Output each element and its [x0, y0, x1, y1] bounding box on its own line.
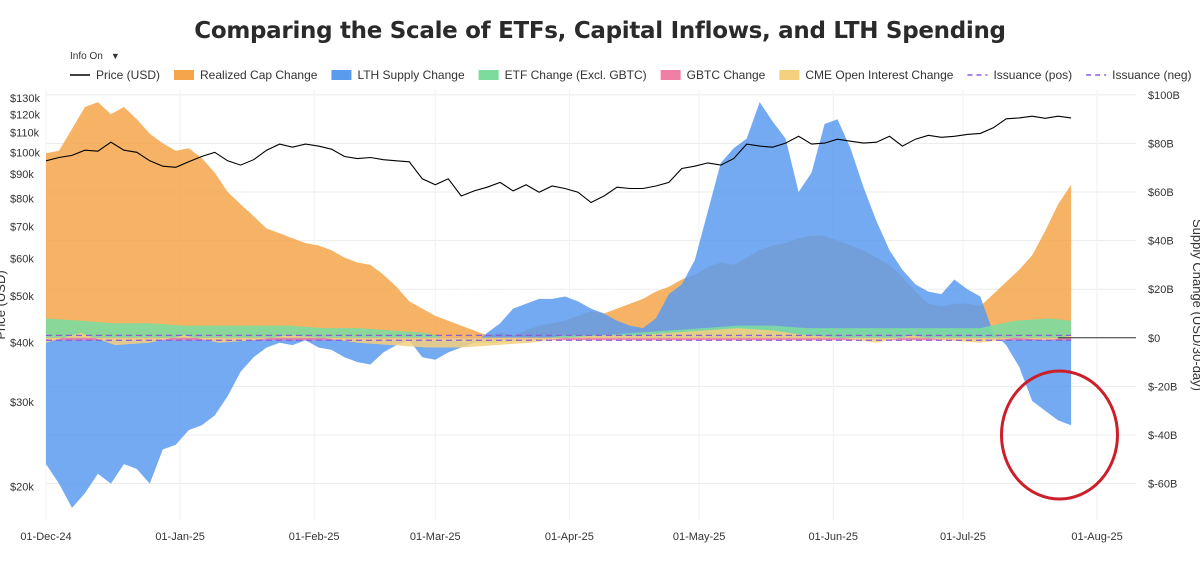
left-tick-label: $100k: [10, 147, 40, 159]
right-tick-label: $100B: [1148, 90, 1180, 102]
x-tick-label: 01-Apr-25: [545, 531, 594, 543]
legend-item-price-usd[interactable]: Price (USD): [70, 68, 160, 82]
legend-label: Price (USD): [96, 68, 160, 82]
x-tick-label: 01-Aug-25: [1071, 531, 1122, 543]
left-tick-label: $130k: [10, 93, 40, 105]
series-area-gbtc-change: [46, 337, 1072, 341]
legend-label: CME Open Interest Change: [805, 68, 953, 82]
x-axis: 01-Dec-24 01-Jan-25 01-Feb-25 01-Mar-25 01-A…: [20, 531, 1122, 543]
left-tick-label: $70k: [10, 221, 34, 233]
left-tick-label: $20k: [10, 481, 34, 493]
legend-label: Issuance (pos): [993, 68, 1072, 82]
legend-item-cme-open-interest-change[interactable]: CME Open Interest Change: [779, 68, 954, 82]
left-tick-label: $60k: [10, 253, 34, 265]
x-tick-label: 01-Dec-24: [20, 531, 71, 543]
right-tick-label: $80B: [1148, 138, 1174, 150]
legend-item-realized-cap-change[interactable]: Realized Cap Change: [174, 68, 318, 82]
right-tick-label: $20B: [1148, 284, 1174, 296]
left-tick-label: $90k: [10, 169, 34, 181]
legend-label: Issuance (neg): [1112, 68, 1191, 82]
right-tick-label: $60B: [1148, 187, 1174, 199]
right-tick-label: $40B: [1148, 236, 1174, 248]
left-tick-label: $50k: [10, 291, 34, 303]
left-tick-label: $120k: [10, 109, 40, 121]
left-axis: $130k $120k $110k $100k $90k $80k $70k $60k $50k…: [10, 93, 40, 493]
legend-label: GBTC Change: [687, 68, 766, 82]
legend-item-gbtc-change[interactable]: GBTC Change: [660, 68, 766, 82]
right-axis: $100B $80B $60B $40B $20B $0 $-20B $-40B $-60B: [1148, 90, 1180, 491]
left-tick-label: $30k: [10, 397, 34, 409]
legend-swatch: [478, 70, 499, 80]
x-tick-label: 01-Feb-25: [289, 531, 340, 543]
left-tick-label: $40k: [10, 337, 34, 349]
chart-title: Comparing the Scale of ETFs, Capital Inf…: [194, 18, 1006, 44]
x-tick-label: 01-May-25: [673, 531, 726, 543]
legend-item-issuance-pos[interactable]: Issuance (pos): [967, 68, 1072, 82]
highlight-circle: [999, 369, 1119, 501]
chevron-down-icon: ▼: [110, 51, 120, 61]
right-tick-label: $-60B: [1148, 479, 1177, 491]
right-tick-label: $-20B: [1148, 381, 1177, 393]
left-tick-label: $80k: [10, 194, 34, 206]
annotation: [999, 369, 1119, 501]
legend[interactable]: Price (USD) Realized Cap Change LTH Supply…: [70, 68, 1192, 82]
x-tick-label: 01-Mar-25: [410, 531, 461, 543]
legend-item-lth-supply-change[interactable]: LTH Supply Change: [331, 68, 465, 82]
legend-label: ETF Change (Excl. GBTC): [505, 68, 647, 82]
x-tick-label: 01-Jan-25: [155, 531, 205, 543]
legend-swatch: [779, 70, 800, 80]
left-axis-title: Price (USD): [0, 270, 8, 339]
series-lines: [45, 115, 1136, 341]
legend-label: Realized Cap Change: [200, 68, 318, 82]
left-tick-label: $110k: [10, 127, 40, 139]
x-tick-label: 01-Jul-25: [940, 531, 986, 543]
right-tick-label: $-40B: [1148, 430, 1177, 442]
series-area-cme-open-interest-change: [46, 328, 1072, 348]
legend-swatch: [174, 70, 195, 80]
series-area-lth-supply-change: [46, 102, 1072, 508]
legend-item-etf-change-excl-gbtc[interactable]: ETF Change (Excl. GBTC): [478, 68, 647, 82]
right-axis-title: Supply Change (USD/30-day): [1190, 219, 1200, 391]
legend-swatch: [660, 70, 681, 80]
series-areas: [46, 102, 1072, 508]
legend-item-issuance-neg[interactable]: Issuance (neg): [1086, 68, 1192, 82]
info-toggle-button[interactable]: Info On ▼: [66, 50, 124, 63]
right-tick-label: $0: [1148, 333, 1160, 345]
x-tick-label: 01-Jun-25: [808, 531, 858, 543]
legend-swatch: [331, 70, 352, 80]
info-toggle-label: Info On: [70, 51, 103, 62]
series-line-price-usd: [45, 115, 1072, 204]
legend-label: LTH Supply Change: [357, 68, 465, 82]
